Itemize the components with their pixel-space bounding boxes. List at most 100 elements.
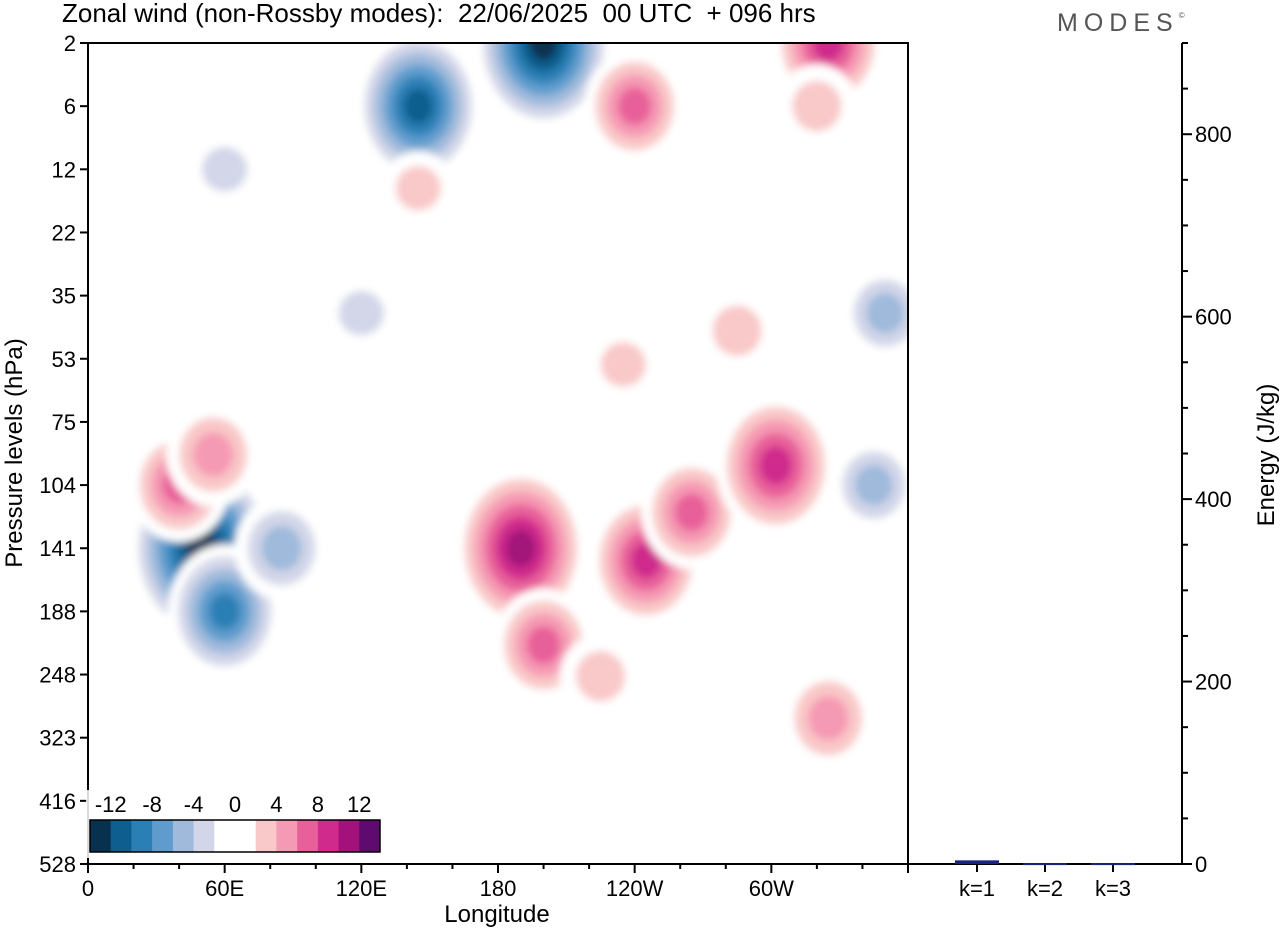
chart-title: Zonal wind (non-Rossby modes): 22/06/202… [62, 0, 816, 28]
contour-band [630, 542, 662, 579]
contour-band [866, 293, 905, 334]
colorbar-swatch [110, 820, 132, 852]
contour-band [792, 80, 842, 132]
field-feature [234, 496, 329, 601]
contour-band [529, 43, 558, 61]
contour-band [712, 305, 762, 356]
colorbar-swatch [317, 820, 340, 852]
colorbar-frame [89, 819, 381, 853]
colorbar-swatch [276, 820, 298, 852]
x-tick-label: 60W [749, 876, 794, 901]
field-feature [380, 151, 456, 226]
x-tick-label: 60E [205, 876, 244, 901]
y-tick-label: 188 [39, 599, 76, 624]
x-tick-label: 0 [82, 876, 94, 901]
field-feature [584, 49, 686, 164]
energy-bar [955, 860, 999, 864]
energy-tick-label: 200 [1195, 670, 1232, 695]
colorbar-label: -12 [95, 792, 127, 817]
colorbar-swatch [131, 820, 153, 852]
field-feature [715, 393, 836, 538]
colorbar-swatch [172, 820, 195, 852]
contour-band [674, 493, 709, 532]
contour-band [486, 816, 556, 864]
y-tick-label: 323 [39, 726, 76, 751]
y-tick-label: 141 [39, 536, 76, 561]
contour-band [209, 593, 241, 630]
contour-band [505, 529, 537, 568]
y-axis-title: Pressure levels (hPa) [1, 338, 28, 567]
colorbar: -12 -8 -4 0 4 8 12 [86, 790, 384, 858]
field-feature [454, 466, 588, 631]
contour-band [338, 290, 384, 336]
y-tick-label: 528 [39, 852, 76, 877]
contour-band [759, 445, 793, 486]
energy-bar [1091, 863, 1135, 866]
energy-bar [1023, 863, 1067, 866]
field-feature [473, 43, 614, 130]
colorbar-swatch [152, 820, 174, 852]
colorbar-label: 4 [270, 792, 282, 817]
field-feature [585, 327, 661, 402]
colorbar-swatch [359, 820, 381, 852]
modes-logo: MODES© [1057, 9, 1185, 38]
y-tick-label: 22 [52, 220, 76, 245]
colorbar-label: 8 [312, 792, 324, 817]
y-tick-label: 248 [39, 663, 76, 688]
x-tick-label: 120E [336, 876, 387, 901]
field-feature [641, 455, 743, 570]
contour-band [617, 87, 652, 126]
contour-band [261, 525, 302, 571]
y-tick-label: 53 [52, 347, 76, 372]
energy-bar-chart: 0 200 400 600 800 Energy (J/kg) k=1 k=2 k=3 [907, 42, 1280, 901]
y-tick-label: 104 [39, 473, 76, 498]
bar-category-label: k=3 [1095, 876, 1131, 901]
x-tick-label: 180 [480, 876, 517, 901]
energy-tick-label: 800 [1195, 122, 1232, 147]
energy-tick-label: 400 [1195, 487, 1232, 512]
contour-band [812, 43, 844, 62]
colorbar-swatch [338, 820, 360, 852]
contour-band [576, 651, 625, 702]
energy-tick-label: 600 [1195, 305, 1232, 330]
colorbar-swatch [90, 820, 112, 852]
field-feature [829, 438, 908, 533]
x-tick-label: 120W [606, 876, 664, 901]
bar-category-label: k=1 [959, 876, 995, 901]
contour-band [193, 432, 234, 477]
colorbar-swatch [297, 820, 319, 852]
field-feature [355, 43, 482, 184]
y-tick-label: 2 [64, 31, 76, 56]
contour-field [88, 43, 908, 864]
contour-band [202, 147, 248, 192]
colorbar-swatch [193, 820, 215, 852]
y-tick-label: 75 [52, 410, 76, 435]
contour-band [600, 342, 646, 387]
colorbar-label: 0 [229, 792, 241, 817]
colorbar-swatch [214, 820, 236, 852]
logo-copyright-mark: © [1178, 11, 1185, 20]
colorbar-swatch [255, 820, 277, 852]
y-tick-label: 12 [52, 157, 76, 182]
y-tick-label: 6 [64, 94, 76, 119]
colorbar-swatch [235, 820, 257, 852]
field-feature [841, 266, 908, 361]
energy-tick-label: 0 [1195, 852, 1207, 877]
field-feature [559, 634, 642, 719]
logo-text: MODES [1057, 9, 1179, 37]
energy-axis-title: Energy (J/kg) [1253, 384, 1280, 527]
field-feature [486, 816, 556, 864]
y-tick-label: 416 [39, 789, 76, 814]
contour-band [854, 464, 893, 506]
contour-band [395, 166, 441, 211]
colorbar-label: 12 [347, 792, 371, 817]
x-axis-title: Longitude [444, 901, 549, 928]
field-feature [781, 666, 876, 771]
y-tick-label: 35 [52, 284, 76, 309]
field-feature [323, 276, 399, 351]
contour-band [808, 696, 849, 741]
colorbar-label: -4 [184, 792, 204, 817]
field-feature [776, 64, 858, 149]
contour-band [526, 626, 561, 665]
